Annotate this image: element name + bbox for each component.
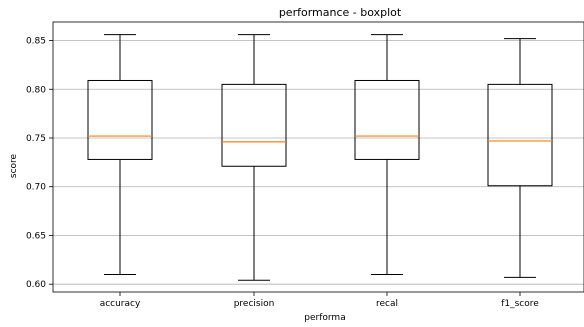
box-accuracy bbox=[87, 34, 153, 275]
y-tick-label: 0.85 bbox=[26, 37, 46, 47]
x-tick-label: recal bbox=[376, 299, 398, 309]
iqr-box bbox=[354, 79, 420, 160]
y-tick-label: 0.65 bbox=[26, 231, 46, 241]
iqr-box bbox=[487, 83, 553, 187]
x-tick-label: accuracy bbox=[100, 299, 141, 309]
grid-layer bbox=[53, 40, 584, 285]
box-f1-score bbox=[487, 38, 553, 278]
x-tick-label: precision bbox=[234, 299, 275, 309]
chart-title: performance - boxplot bbox=[279, 6, 402, 19]
y-tick-label: 0.70 bbox=[26, 183, 46, 193]
box-recal bbox=[354, 34, 420, 275]
x-axis-label: performa bbox=[304, 313, 345, 323]
iqr-box bbox=[87, 79, 153, 160]
y-tick-label: 0.60 bbox=[26, 280, 46, 290]
y-axis-label: score bbox=[9, 153, 19, 178]
tick-layer: 0.60 0.65 0.70 0.75 0.80 0.85 accuracy precisio… bbox=[26, 37, 539, 309]
y-tick-label: 0.80 bbox=[26, 85, 46, 95]
plot-frame bbox=[52, 21, 584, 293]
iqr-box bbox=[221, 83, 287, 167]
y-tick-label: 0.75 bbox=[26, 134, 46, 144]
plot-layer bbox=[87, 34, 553, 281]
box-precision bbox=[221, 34, 287, 281]
x-tick-label: f1_score bbox=[501, 299, 539, 309]
